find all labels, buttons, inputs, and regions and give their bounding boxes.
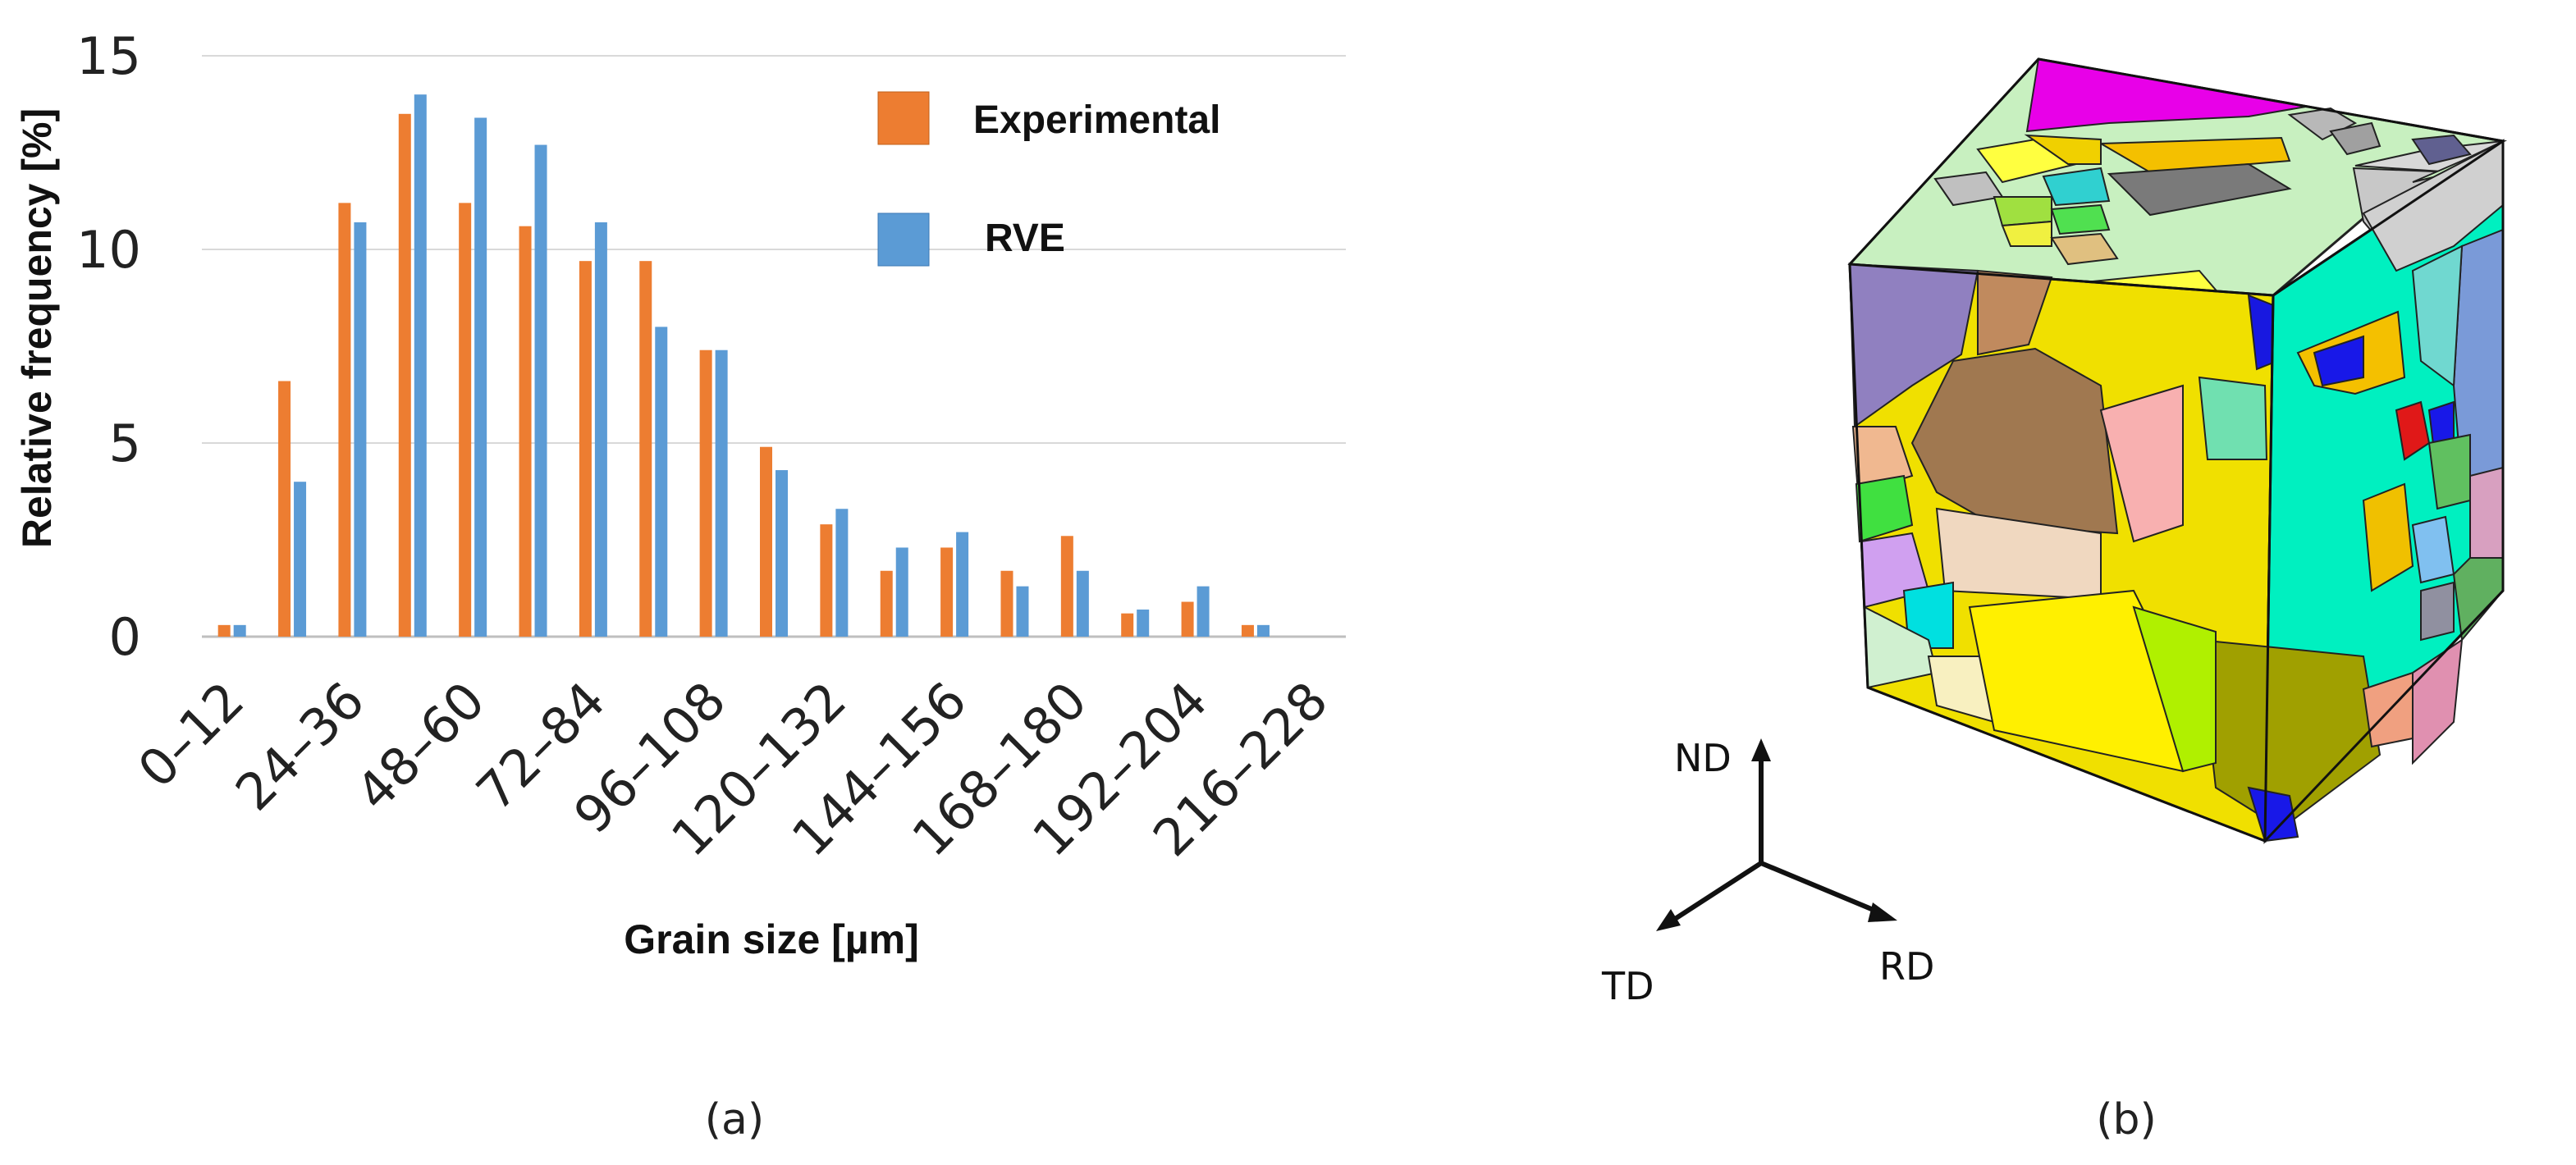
bar-experimental (338, 203, 351, 637)
bar-rve (1196, 586, 1210, 637)
bar-rve (1016, 586, 1029, 637)
x-tick-labels: 0–1224–3648–6072–8496–108120–132144–1561… (126, 670, 1339, 868)
bar-rve (1076, 570, 1089, 637)
bar-experimental (1121, 613, 1134, 637)
bar-rve (233, 624, 246, 637)
bar-rve (895, 547, 908, 637)
right-grain (2247, 786, 2299, 843)
right-grain (2313, 335, 2364, 387)
top-grain (2287, 107, 2358, 141)
gridlines (202, 55, 1346, 638)
top-grain (2050, 203, 2111, 235)
top-grain (2329, 121, 2382, 156)
right-grain (2469, 466, 2504, 568)
bar-experimental (519, 226, 532, 637)
bar-rve (354, 222, 367, 637)
x-axis-title: Grain size [µm] (624, 916, 918, 962)
bar-experimental (820, 524, 833, 637)
nd-arrowhead (1751, 738, 1771, 761)
rd-axis-label: RD (1879, 944, 1934, 989)
right-grain (2452, 557, 2504, 642)
bar-rve (414, 94, 427, 637)
y-tick-labels: 0 5 10 15 (76, 26, 141, 667)
top-grain (2050, 232, 2119, 266)
bar-rve (594, 222, 607, 637)
td-axis-label: TD (1601, 964, 1654, 1008)
top-grain (2098, 136, 2291, 174)
bar-experimental (1181, 601, 1194, 637)
grain-size-histogram: 0 5 10 15 0–1224–3648–6072–8496–108120–1321… (14, 26, 1346, 962)
cube-outline (1848, 57, 2505, 843)
bar-rve (294, 482, 307, 637)
right-grain (2411, 244, 2464, 387)
bars (217, 94, 1270, 637)
right-grain (2362, 482, 2414, 592)
rve-microstructure-cube: ND TD RD (1601, 57, 2508, 1008)
caption-b: (b) (2096, 1095, 2157, 1144)
left-grain (1851, 426, 1914, 494)
bar-experimental (278, 381, 291, 637)
y-tick-label: 15 (76, 26, 141, 86)
bar-rve (1137, 609, 1150, 637)
td-axis-arrow (1671, 861, 1763, 923)
left-grain (2198, 376, 2268, 460)
left-grain (1977, 269, 2053, 356)
bar-experimental (398, 113, 411, 637)
rd-axis-arrow (1759, 861, 1881, 915)
top-grain (1993, 196, 2052, 227)
td-arrowhead (1656, 909, 1681, 931)
bar-rve (956, 532, 969, 637)
bar-experimental (1060, 536, 1073, 637)
top-grain (2001, 220, 2052, 247)
bar-experimental (760, 446, 772, 637)
left-grain (1848, 263, 1979, 428)
top-grain (2024, 134, 2102, 165)
nd-axis-label: ND (1674, 736, 1732, 780)
bar-experimental (459, 203, 472, 637)
bar-experimental (940, 547, 954, 637)
cube-right-face (2132, 139, 2505, 844)
legend-label-experimental: Experimental (973, 98, 1220, 142)
top-grain (2411, 134, 2472, 166)
bar-experimental (639, 261, 652, 637)
top-grain (2042, 167, 2111, 207)
left-grain (1855, 474, 1914, 543)
x-tick-label: 24–36 (224, 670, 376, 822)
y-axis-title: Relative frequency [%] (14, 108, 60, 548)
bar-rve (534, 144, 547, 637)
bar-experimental (1000, 570, 1013, 637)
right-grain (2362, 139, 2504, 272)
right-grain (2362, 671, 2414, 748)
y-tick-label: 10 (76, 220, 141, 280)
top-grain (2107, 162, 2292, 217)
bar-rve (655, 327, 668, 637)
bar-rve (474, 117, 487, 637)
right-grain (2132, 605, 2217, 773)
bar-experimental (1241, 624, 1254, 637)
left-grain (2099, 384, 2184, 543)
bar-rve (715, 350, 728, 637)
x-tick-label: 48–60 (345, 670, 496, 822)
right-grain (2420, 581, 2455, 642)
bar-rve (1256, 624, 1270, 637)
bar-experimental (217, 624, 231, 637)
right-grain (2427, 433, 2471, 510)
legend-swatch-rve (877, 212, 930, 267)
legend-swatch-experimental (877, 91, 930, 145)
orientation-axes: ND TD RD (1601, 736, 1934, 1008)
bar-rve (835, 509, 849, 637)
bar-experimental (699, 350, 712, 637)
legend-label-rve: RVE (985, 217, 1065, 260)
bar-rve (776, 470, 788, 637)
bar-experimental (579, 261, 592, 637)
legend: Experimental RVE (877, 91, 1220, 267)
caption-a: (a) (705, 1095, 764, 1144)
right-grain (2411, 515, 2455, 584)
y-tick-label: 0 (109, 607, 141, 667)
y-tick-label: 5 (109, 413, 141, 473)
bar-experimental (880, 570, 893, 637)
rd-arrowhead (1868, 902, 1897, 922)
